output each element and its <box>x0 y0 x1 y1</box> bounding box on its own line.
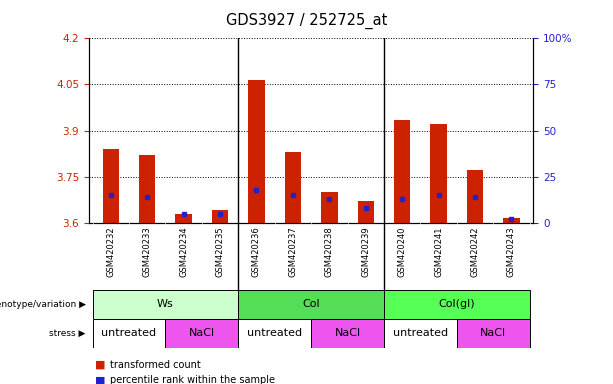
Text: NaCl: NaCl <box>189 328 215 338</box>
Bar <box>357 201 374 223</box>
Bar <box>93 290 238 319</box>
Text: genotype/variation ▶: genotype/variation ▶ <box>0 300 86 309</box>
Bar <box>212 210 228 223</box>
Bar <box>457 319 530 348</box>
Text: GSM420241: GSM420241 <box>434 226 443 276</box>
Text: Col: Col <box>302 299 320 310</box>
Text: GSM420237: GSM420237 <box>288 226 297 277</box>
Text: GSM420232: GSM420232 <box>106 226 115 277</box>
Text: stress ▶: stress ▶ <box>50 329 86 338</box>
Bar <box>430 124 447 223</box>
Bar <box>467 170 483 223</box>
Text: Ws: Ws <box>157 299 173 310</box>
Text: untreated: untreated <box>393 328 448 338</box>
Bar <box>503 218 520 223</box>
Text: GSM420233: GSM420233 <box>143 226 151 277</box>
Bar <box>139 155 155 223</box>
Bar <box>248 80 265 223</box>
Text: GSM420236: GSM420236 <box>252 226 261 277</box>
Bar <box>238 319 311 348</box>
Text: untreated: untreated <box>101 328 156 338</box>
Bar <box>238 290 384 319</box>
Text: GSM420234: GSM420234 <box>179 226 188 277</box>
Bar <box>93 319 166 348</box>
Text: GSM420242: GSM420242 <box>471 226 479 276</box>
Text: GSM420238: GSM420238 <box>325 226 334 277</box>
Bar <box>394 120 410 223</box>
Bar <box>102 149 119 223</box>
Text: GSM420240: GSM420240 <box>398 226 406 276</box>
Text: untreated: untreated <box>247 328 302 338</box>
Text: transformed count: transformed count <box>110 360 201 370</box>
Text: GDS3927 / 252725_at: GDS3927 / 252725_at <box>226 13 387 29</box>
Bar <box>175 214 192 223</box>
Bar <box>166 319 238 348</box>
Bar <box>384 319 457 348</box>
Bar <box>384 290 530 319</box>
Text: NaCl: NaCl <box>335 328 360 338</box>
Bar <box>311 319 384 348</box>
Text: Col(gl): Col(gl) <box>438 299 475 310</box>
Text: ■: ■ <box>95 375 105 384</box>
Bar <box>321 192 338 223</box>
Text: ■: ■ <box>95 360 105 370</box>
Bar <box>284 152 301 223</box>
Text: GSM420235: GSM420235 <box>216 226 224 277</box>
Text: NaCl: NaCl <box>480 328 506 338</box>
Text: GSM420239: GSM420239 <box>361 226 370 277</box>
Text: GSM420243: GSM420243 <box>507 226 516 277</box>
Text: percentile rank within the sample: percentile rank within the sample <box>110 375 275 384</box>
